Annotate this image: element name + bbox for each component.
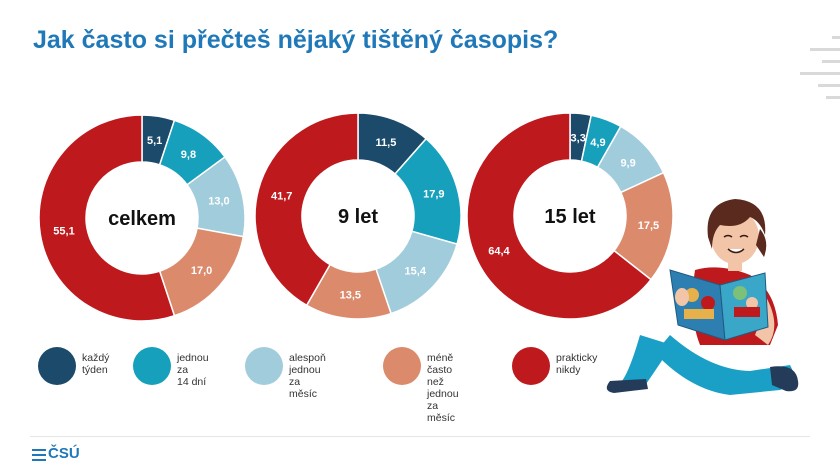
csu-logo: ČSÚ	[32, 444, 102, 464]
slice-value-label: 64,4	[488, 246, 510, 258]
donut-chart-2: 11,5 17,9 15,4 13,5 41,7 9 let	[254, 112, 462, 320]
slice-value-label: 5,1	[147, 135, 162, 147]
slice-value-label: 13,0	[208, 195, 229, 207]
slice-value-label: 17,5	[638, 220, 659, 232]
slice-value-label: 4,9	[590, 137, 605, 149]
footer-divider	[30, 436, 810, 437]
decorative-lines	[788, 36, 840, 100]
slice-value-label: 11,5	[376, 137, 397, 149]
slice-value-label: 3,3	[571, 132, 586, 144]
page-title: Jak často si přečteš nějaký tištěný časo…	[33, 26, 559, 54]
donut-center-label: 9 let	[338, 206, 378, 228]
logo-text: ČSÚ	[48, 445, 80, 462]
donut-slice	[38, 114, 176, 322]
slice-value-label: 9,8	[181, 149, 196, 161]
reading-child-illustration	[606, 199, 799, 395]
donut-center-label: 15 let	[544, 206, 595, 228]
donut-chart-1: 5,1 9,8 13,0 17,0 55,1 celkem	[38, 114, 246, 322]
donut-slice	[254, 112, 359, 307]
slice-value-label: 17,9	[423, 189, 444, 201]
slice-value-label: 13,5	[340, 290, 361, 302]
slice-value-label: 15,4	[405, 265, 427, 277]
donut-slice	[466, 112, 653, 320]
slice-value-label: 17,0	[191, 265, 212, 277]
slice-value-label: 55,1	[53, 226, 74, 238]
donut-center-label: celkem	[108, 208, 176, 230]
slice-value-label: 9,9	[620, 157, 635, 169]
donut-chart-3: 3,3 4,9 9,9 17,5 64,4 15 let	[466, 112, 674, 320]
slice-value-label: 41,7	[271, 191, 292, 203]
